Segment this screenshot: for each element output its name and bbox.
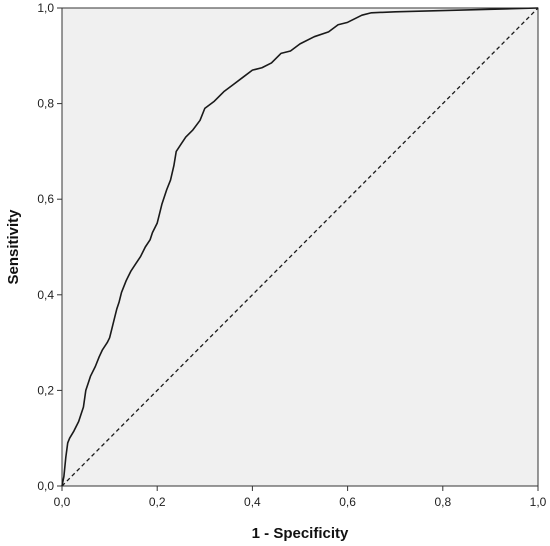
y-axis-title: Sensitivity [5,209,22,285]
x-tick-label: 1,0 [530,495,547,509]
y-tick-label: 0,4 [37,288,54,302]
roc-curve [61,7,539,487]
series-layer [61,7,539,487]
y-tick-label: 0,6 [37,192,54,206]
y-tick-label: 0,8 [37,97,54,111]
reference-line [61,7,539,487]
x-tick-label: 0,2 [149,495,166,509]
x-tick-label: 0,8 [434,495,451,509]
x-axis: 0,0 0,2 0,4 0,6 0,8 1,0 [54,486,547,509]
y-axis: 0,0 0,2 0,4 0,6 0,8 1,0 [37,1,62,493]
x-axis-title: 1 - Specificity [252,525,349,542]
y-tick-label: 0,2 [37,383,54,397]
y-tick-label: 0,0 [37,479,54,493]
x-tick-label: 0,0 [54,495,71,509]
x-tick-label: 0,6 [339,495,356,509]
x-tick-label: 0,4 [244,495,261,509]
y-tick-label: 1,0 [37,1,54,15]
